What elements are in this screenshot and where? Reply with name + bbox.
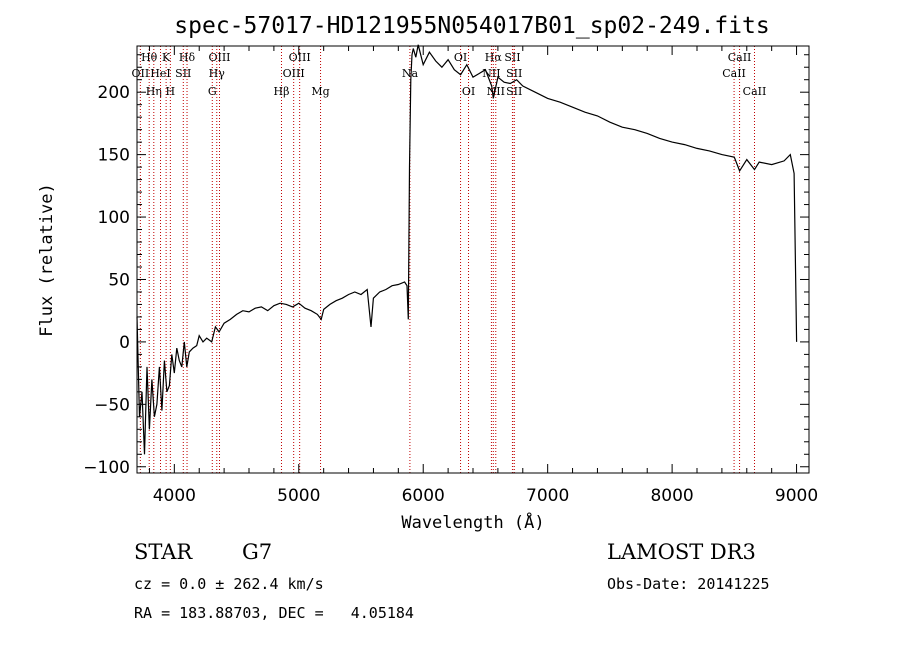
- line-marker-label: Hβ: [274, 85, 290, 98]
- line-marker-label: SII: [506, 85, 522, 98]
- line-marker-label: Na: [402, 67, 419, 80]
- emission-line-markers: Hθ OII Hη HeI K H SII Hδ OIII Hγ G Hβ OIII OIII Mg Na OI…: [132, 46, 767, 473]
- line-marker-label: OIII: [208, 51, 230, 64]
- line-marker-label: HeI: [150, 67, 170, 80]
- x-axis: 4000 5000 6000 7000 8000 9000: [148, 46, 818, 506]
- line-marker-label: OIII: [283, 67, 305, 80]
- y-tick-label: 0: [119, 333, 130, 353]
- line-marker-label: OII: [132, 67, 150, 80]
- line-marker-label: CaII: [728, 51, 752, 64]
- y-tick-label: 100: [98, 208, 130, 228]
- x-tick-label: 8000: [650, 486, 693, 506]
- line-marker-label: Hδ: [179, 51, 196, 64]
- line-marker-label: H: [166, 85, 176, 98]
- line-marker-label: Hα: [485, 51, 503, 64]
- x-tick-label: 6000: [402, 486, 445, 506]
- line-marker-label: G: [208, 85, 217, 98]
- x-tick-label: 9000: [775, 486, 818, 506]
- line-marker-label: CaII: [722, 67, 746, 80]
- observation-date: Obs-Date: 20141225: [607, 575, 770, 593]
- y-axis-label: Flux (relative): [37, 183, 57, 337]
- y-tick-label: 150: [98, 146, 130, 166]
- x-tick-label: 7000: [526, 486, 569, 506]
- line-marker-label: OI: [462, 85, 475, 98]
- x-tick-label: 4000: [153, 486, 196, 506]
- x-tick-label: 5000: [277, 486, 320, 506]
- chart-title: spec-57017-HD121955N054017B01_sp02-249.f…: [174, 13, 769, 39]
- object-class: STAR: [134, 540, 193, 564]
- line-marker-label: SII: [175, 67, 191, 80]
- line-marker-label: Hγ: [209, 67, 226, 80]
- spectrum-line: [136, 44, 798, 455]
- line-marker-label: OI: [454, 51, 467, 64]
- redshift-velocity: cz = 0.0 ± 262.4 km/s: [134, 575, 324, 593]
- line-marker-label: OIII: [289, 51, 311, 64]
- line-marker-label: SII: [504, 51, 520, 64]
- coordinates: RA = 183.88703, DEC = 4.05184: [134, 604, 414, 622]
- plot-frame: [136, 45, 810, 474]
- y-tick-label: 50: [108, 270, 130, 290]
- y-tick-label: −100: [83, 458, 130, 478]
- line-marker-label: Hη: [146, 85, 162, 98]
- line-marker-label: NII: [487, 85, 505, 98]
- spectral-subclass: G7: [242, 540, 273, 564]
- x-axis-label: Wavelength (Å): [401, 511, 544, 533]
- line-marker-label: CaII: [743, 85, 767, 98]
- y-tick-label: −50: [94, 395, 130, 415]
- line-marker-label: Hθ: [141, 51, 158, 64]
- line-marker-label: Mg: [311, 85, 329, 98]
- y-tick-label: 200: [98, 83, 130, 103]
- survey-name: LAMOST DR3: [607, 540, 756, 564]
- line-marker-label: K: [162, 51, 171, 64]
- y-axis: −100 −50 0 50 100 150 200: [83, 54, 809, 478]
